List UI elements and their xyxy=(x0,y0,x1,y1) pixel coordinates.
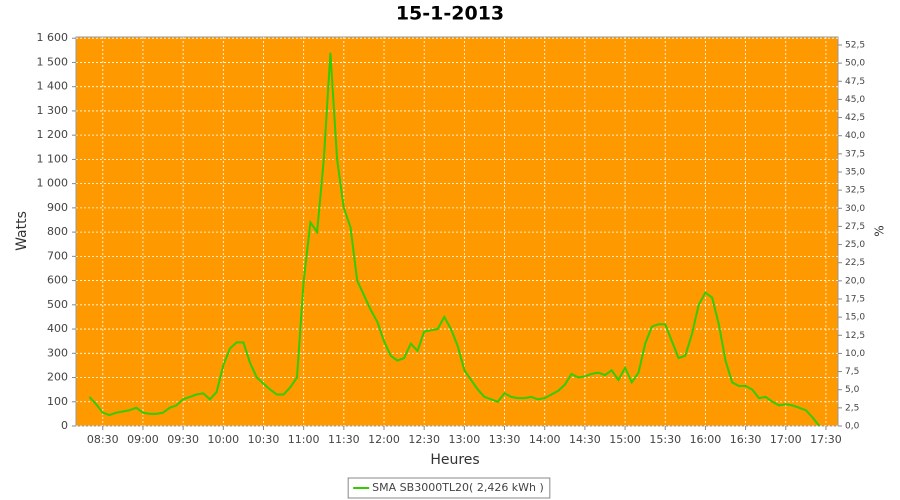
y-tick-label: 1 500 xyxy=(37,55,69,68)
legend-label: SMA SB3000TL20( 2,426 kWh ) xyxy=(372,481,544,494)
x-tick-label: 09:00 xyxy=(127,433,159,446)
y2-tick-label: 32,5 xyxy=(845,186,865,196)
y-tick-label: 0 xyxy=(61,419,68,432)
y-tick-label: 900 xyxy=(47,201,68,214)
y2-tick-label: 47,5 xyxy=(845,77,865,87)
y2-tick-label: 35,0 xyxy=(845,167,865,177)
y-tick-label: 600 xyxy=(47,274,68,287)
x-tick-label: 15:30 xyxy=(649,433,681,446)
x-tick-label: 11:00 xyxy=(288,433,320,446)
y2-tick-label: 52,5 xyxy=(845,40,865,50)
plot-area xyxy=(75,36,839,427)
x-tick-label: 11:30 xyxy=(328,433,360,446)
x-tick-label: 09:30 xyxy=(167,433,199,446)
y2-tick-label: 5,0 xyxy=(845,385,860,395)
x-tick-label: 10:30 xyxy=(248,433,280,446)
y2-tick-label: 42,5 xyxy=(845,113,865,123)
chart-title: 15-1-2013 xyxy=(396,3,504,25)
y2-tick-label: 30,0 xyxy=(845,204,865,214)
x-tick-label: 15:00 xyxy=(609,433,641,446)
y2-tick-label: 25,0 xyxy=(845,240,865,250)
y-tick-label: 1 000 xyxy=(37,177,69,190)
y-tick-label: 300 xyxy=(47,346,68,359)
y2-tick-label: 27,5 xyxy=(845,222,865,232)
y-tick-label: 700 xyxy=(47,249,68,262)
y2-tick-label: 37,5 xyxy=(845,149,865,159)
x-axis-title: Heures xyxy=(430,452,479,468)
y-tick-label: 1 200 xyxy=(37,128,69,141)
y2-tick-label: 15,0 xyxy=(845,313,865,323)
y-tick-label: 200 xyxy=(47,371,68,384)
y-tick-label: 400 xyxy=(47,322,68,335)
line-series xyxy=(88,52,821,427)
x-tick-label: 14:00 xyxy=(529,433,561,446)
legend-box xyxy=(347,477,551,499)
y2-tick-label: 20,0 xyxy=(845,276,865,286)
x-tick-label: 13:30 xyxy=(489,433,521,446)
x-tick-label: 16:00 xyxy=(690,433,722,446)
y2-tick-label: 22,5 xyxy=(845,258,865,268)
x-tick-label: 17:00 xyxy=(770,433,802,446)
y-tick-label: 1 400 xyxy=(37,80,69,93)
y-tick-label: 500 xyxy=(47,298,68,311)
legend: SMA SB3000TL20( 2,426 kWh ) xyxy=(347,477,551,499)
y2-tick-label: 0,0 xyxy=(845,422,860,432)
x-tick-label: 12:00 xyxy=(368,433,400,446)
y2-tick-label: 7,5 xyxy=(845,367,859,377)
x-tick-label: 16:30 xyxy=(730,433,762,446)
y2-tick-label: 40,0 xyxy=(845,131,865,141)
y-tick-label: 1 300 xyxy=(37,104,69,117)
y2-axis-title: % xyxy=(873,225,887,236)
y2-tick-label: 17,5 xyxy=(845,294,865,304)
x-tick-label: 14:30 xyxy=(569,433,601,446)
x-tick-label: 17:30 xyxy=(810,433,842,446)
y-tick-label: 1 100 xyxy=(37,152,69,165)
y2-tick-label: 45,0 xyxy=(845,95,865,105)
y-axis-title: Watts xyxy=(14,211,30,251)
y2-tick-label: 12,5 xyxy=(845,331,865,341)
y-tick-label: 1 600 xyxy=(37,31,69,44)
x-tick-label: 13:00 xyxy=(449,433,481,446)
x-tick-label: 08:30 xyxy=(87,433,119,446)
y-tick-label: 800 xyxy=(47,225,68,238)
y2-tick-label: 50,0 xyxy=(845,59,865,69)
y2-tick-label: 2,5 xyxy=(845,403,859,413)
y2-tick-label: 10,0 xyxy=(845,349,865,359)
y-tick-label: 100 xyxy=(47,395,68,408)
x-tick-label: 10:00 xyxy=(207,433,239,446)
x-tick-label: 12:30 xyxy=(408,433,440,446)
